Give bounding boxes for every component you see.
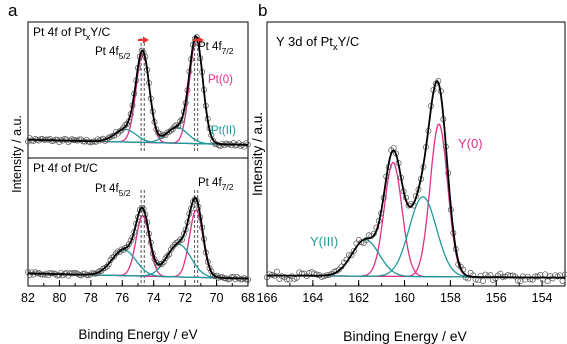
panel-a: 82 80 78 76 74 72 70 68 Pt 4f of PtxY/C Pt 4f o… [10, 22, 255, 342]
pt0-label: Pt(0) [208, 74, 233, 86]
x-tick-label: 156 [486, 291, 507, 305]
x-tick-label: 154 [532, 291, 553, 305]
panel-a-top-title: Pt 4f of PtxY/C [33, 25, 111, 42]
data-point [543, 272, 548, 277]
x-tick-label: 160 [394, 291, 415, 305]
panel-b-y-axis-label: Intensity / a.u. [250, 112, 265, 196]
peak-shift-arrowhead [143, 37, 149, 44]
panel-b-plot [264, 78, 567, 283]
x-tick-label: 158 [440, 291, 461, 305]
panel-label-a: a [8, 1, 18, 20]
top-peak-72-label: Pt 4f7/2 [198, 41, 234, 56]
pt2-label: Pt(II) [211, 125, 236, 137]
x-tick-label: 72 [178, 291, 192, 305]
panel-a-x-axis: 82 80 78 76 74 72 70 68 [21, 280, 255, 305]
panel-b-title: Y 3d of PtxY/C [276, 34, 359, 53]
y3-label: Y(III) [310, 234, 338, 249]
x-tick-label: 164 [302, 291, 323, 305]
panel-b-x-axis-label: Binding Energy / eV [343, 328, 467, 344]
x-tick-label: 70 [210, 291, 224, 305]
top-peak-52-label: Pt 4f5/2 [95, 46, 131, 61]
x-tick-label: 76 [115, 291, 129, 305]
x-tick-label: 74 [147, 291, 161, 305]
panel-b: 166 164 162 160 158 156 154 Y 3d of PtxY/C Y(0… [250, 22, 567, 344]
x-tick-label: 162 [348, 291, 369, 305]
x-tick-label: 78 [84, 291, 98, 305]
panel-a-y-axis-label: Intensity / a.u. [10, 115, 24, 193]
component-y0 [267, 163, 565, 278]
bottom-peak-72-label: Pt 4f7/2 [198, 177, 234, 192]
data-point [545, 279, 550, 284]
fit-envelope [28, 198, 248, 279]
bottom-peak-52-label: Pt 4f5/2 [95, 183, 131, 198]
panel-a-bottom-plot [25, 190, 250, 286]
x-tick-label: 166 [257, 291, 278, 305]
data-point [560, 278, 565, 283]
data-point [274, 269, 279, 274]
panel-b-x-axis: 166 164 162 160 158 156 154 [257, 280, 565, 305]
panel-a-bottom-title: Pt 4f of Pt/C [33, 161, 98, 175]
component-pt0 [28, 210, 248, 278]
data-point [481, 278, 486, 283]
x-tick-label: 82 [21, 291, 35, 305]
panel-label-b: b [258, 1, 267, 20]
y0-label: Y(0) [458, 136, 483, 151]
panel-a-x-axis-label: Binding Energy / eV [78, 327, 197, 342]
component-y0 [267, 124, 565, 277]
x-tick-label: 80 [52, 291, 66, 305]
x-tick-label: 68 [241, 291, 255, 305]
